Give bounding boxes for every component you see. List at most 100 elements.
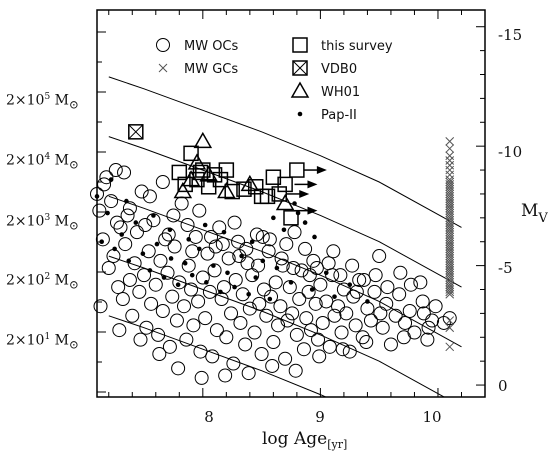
oc-marker (249, 227, 264, 242)
oc-marker (285, 306, 300, 321)
oc-marker (256, 282, 271, 297)
oc-marker (383, 337, 398, 352)
oc-marker (335, 342, 350, 357)
gc-marker (445, 137, 455, 146)
pap-ii-marker (186, 237, 192, 242)
survey-marker (212, 171, 229, 188)
y-axis-title-right: MV (521, 201, 548, 226)
oc-marker (101, 261, 116, 275)
mass-label-2e1: 2×101 M⊙ (6, 332, 79, 352)
oc-marker (224, 306, 239, 321)
oc-marker (271, 318, 286, 333)
oc-marker (155, 304, 170, 318)
wh01-marker (173, 182, 193, 199)
oc-marker (141, 244, 156, 259)
oc-marker (184, 282, 199, 297)
oc-marker (356, 272, 371, 287)
pap-ii-marker (292, 201, 297, 206)
oc-marker (294, 263, 309, 278)
oc-marker (216, 280, 231, 295)
survey-marker (236, 181, 252, 197)
oc-marker (296, 342, 311, 357)
oc-marker (288, 363, 303, 378)
wh01-marker (217, 182, 236, 199)
oc-marker (227, 215, 242, 230)
oc-marker (280, 313, 295, 328)
oc-marker (319, 294, 334, 309)
x-axis-title: log Age[yr] (262, 429, 347, 451)
pap-ii-marker (202, 222, 208, 228)
legend-label: VDB0 (321, 62, 357, 77)
oc-marker (322, 339, 337, 354)
pap-ii-marker (151, 213, 156, 218)
oc-marker (331, 299, 346, 314)
oc-marker (185, 244, 200, 259)
oc-marker (380, 280, 395, 295)
pap-ii-marker (154, 241, 160, 247)
oc-marker (339, 306, 354, 321)
oc-marker (242, 301, 257, 316)
x-tick-label-10: 10 (422, 408, 441, 426)
pap-ii-marker (225, 270, 230, 276)
pap-ii-marker (112, 246, 117, 252)
oc-marker (261, 244, 276, 259)
gc-marker (445, 156, 455, 165)
oc-marker (142, 189, 157, 204)
survey-marker (224, 183, 240, 200)
oc-marker (155, 175, 170, 189)
oc-marker (171, 361, 186, 376)
oc-marker (122, 201, 137, 216)
oc-marker (363, 313, 378, 328)
oc-marker (321, 256, 336, 271)
pap-ii-marker (126, 258, 132, 264)
pap-ii-marker (167, 227, 173, 233)
oc-marker (360, 301, 375, 316)
oc-marker (122, 272, 137, 287)
pap-ii-marker (140, 251, 146, 256)
oc-marker (112, 323, 127, 338)
oc-marker (302, 268, 317, 283)
mass-label-2e5: 2×105 M⊙ (6, 92, 79, 112)
gc-marker (445, 289, 455, 299)
oc-marker (158, 232, 173, 247)
oc-marker (195, 270, 210, 285)
oc-marker (413, 275, 428, 290)
oc-marker (166, 208, 181, 223)
oc-marker (202, 284, 217, 299)
oc-marker (402, 304, 417, 318)
survey-marker (218, 162, 235, 178)
oc-marker (219, 330, 234, 345)
pap-ii-marker (260, 258, 266, 264)
oc-marker (436, 315, 451, 330)
oc-marker (398, 315, 413, 330)
survey-marker (277, 176, 293, 193)
oc-marker (192, 203, 207, 218)
oc-marker (99, 170, 114, 185)
oc-marker (138, 218, 153, 232)
limit-arrow-head (307, 180, 318, 189)
oc-marker (373, 306, 388, 321)
oc-marker (313, 277, 328, 292)
survey-marker (259, 188, 276, 205)
oc-marker (108, 163, 123, 178)
oc-marker (97, 177, 112, 192)
oc-marker (396, 330, 411, 345)
oc-marker (259, 308, 274, 323)
oc-marker (254, 347, 269, 361)
pap-ii-marker (249, 239, 255, 245)
gc-marker (445, 342, 455, 352)
oc-marker (442, 311, 457, 326)
limit-arrow-head (307, 206, 318, 215)
pap-ii-marker (196, 246, 202, 252)
oc-marker (326, 244, 341, 259)
oc-marker (120, 208, 135, 223)
oc-marker (289, 327, 304, 342)
axis-ticks (97, 10, 485, 397)
gc-marker (445, 287, 455, 297)
mass-track-line (108, 136, 462, 288)
oc-marker (348, 318, 363, 333)
survey-marker (183, 145, 199, 162)
oc-marker (421, 320, 436, 335)
oc-marker (214, 292, 229, 307)
pap-ii-marker (232, 284, 237, 290)
